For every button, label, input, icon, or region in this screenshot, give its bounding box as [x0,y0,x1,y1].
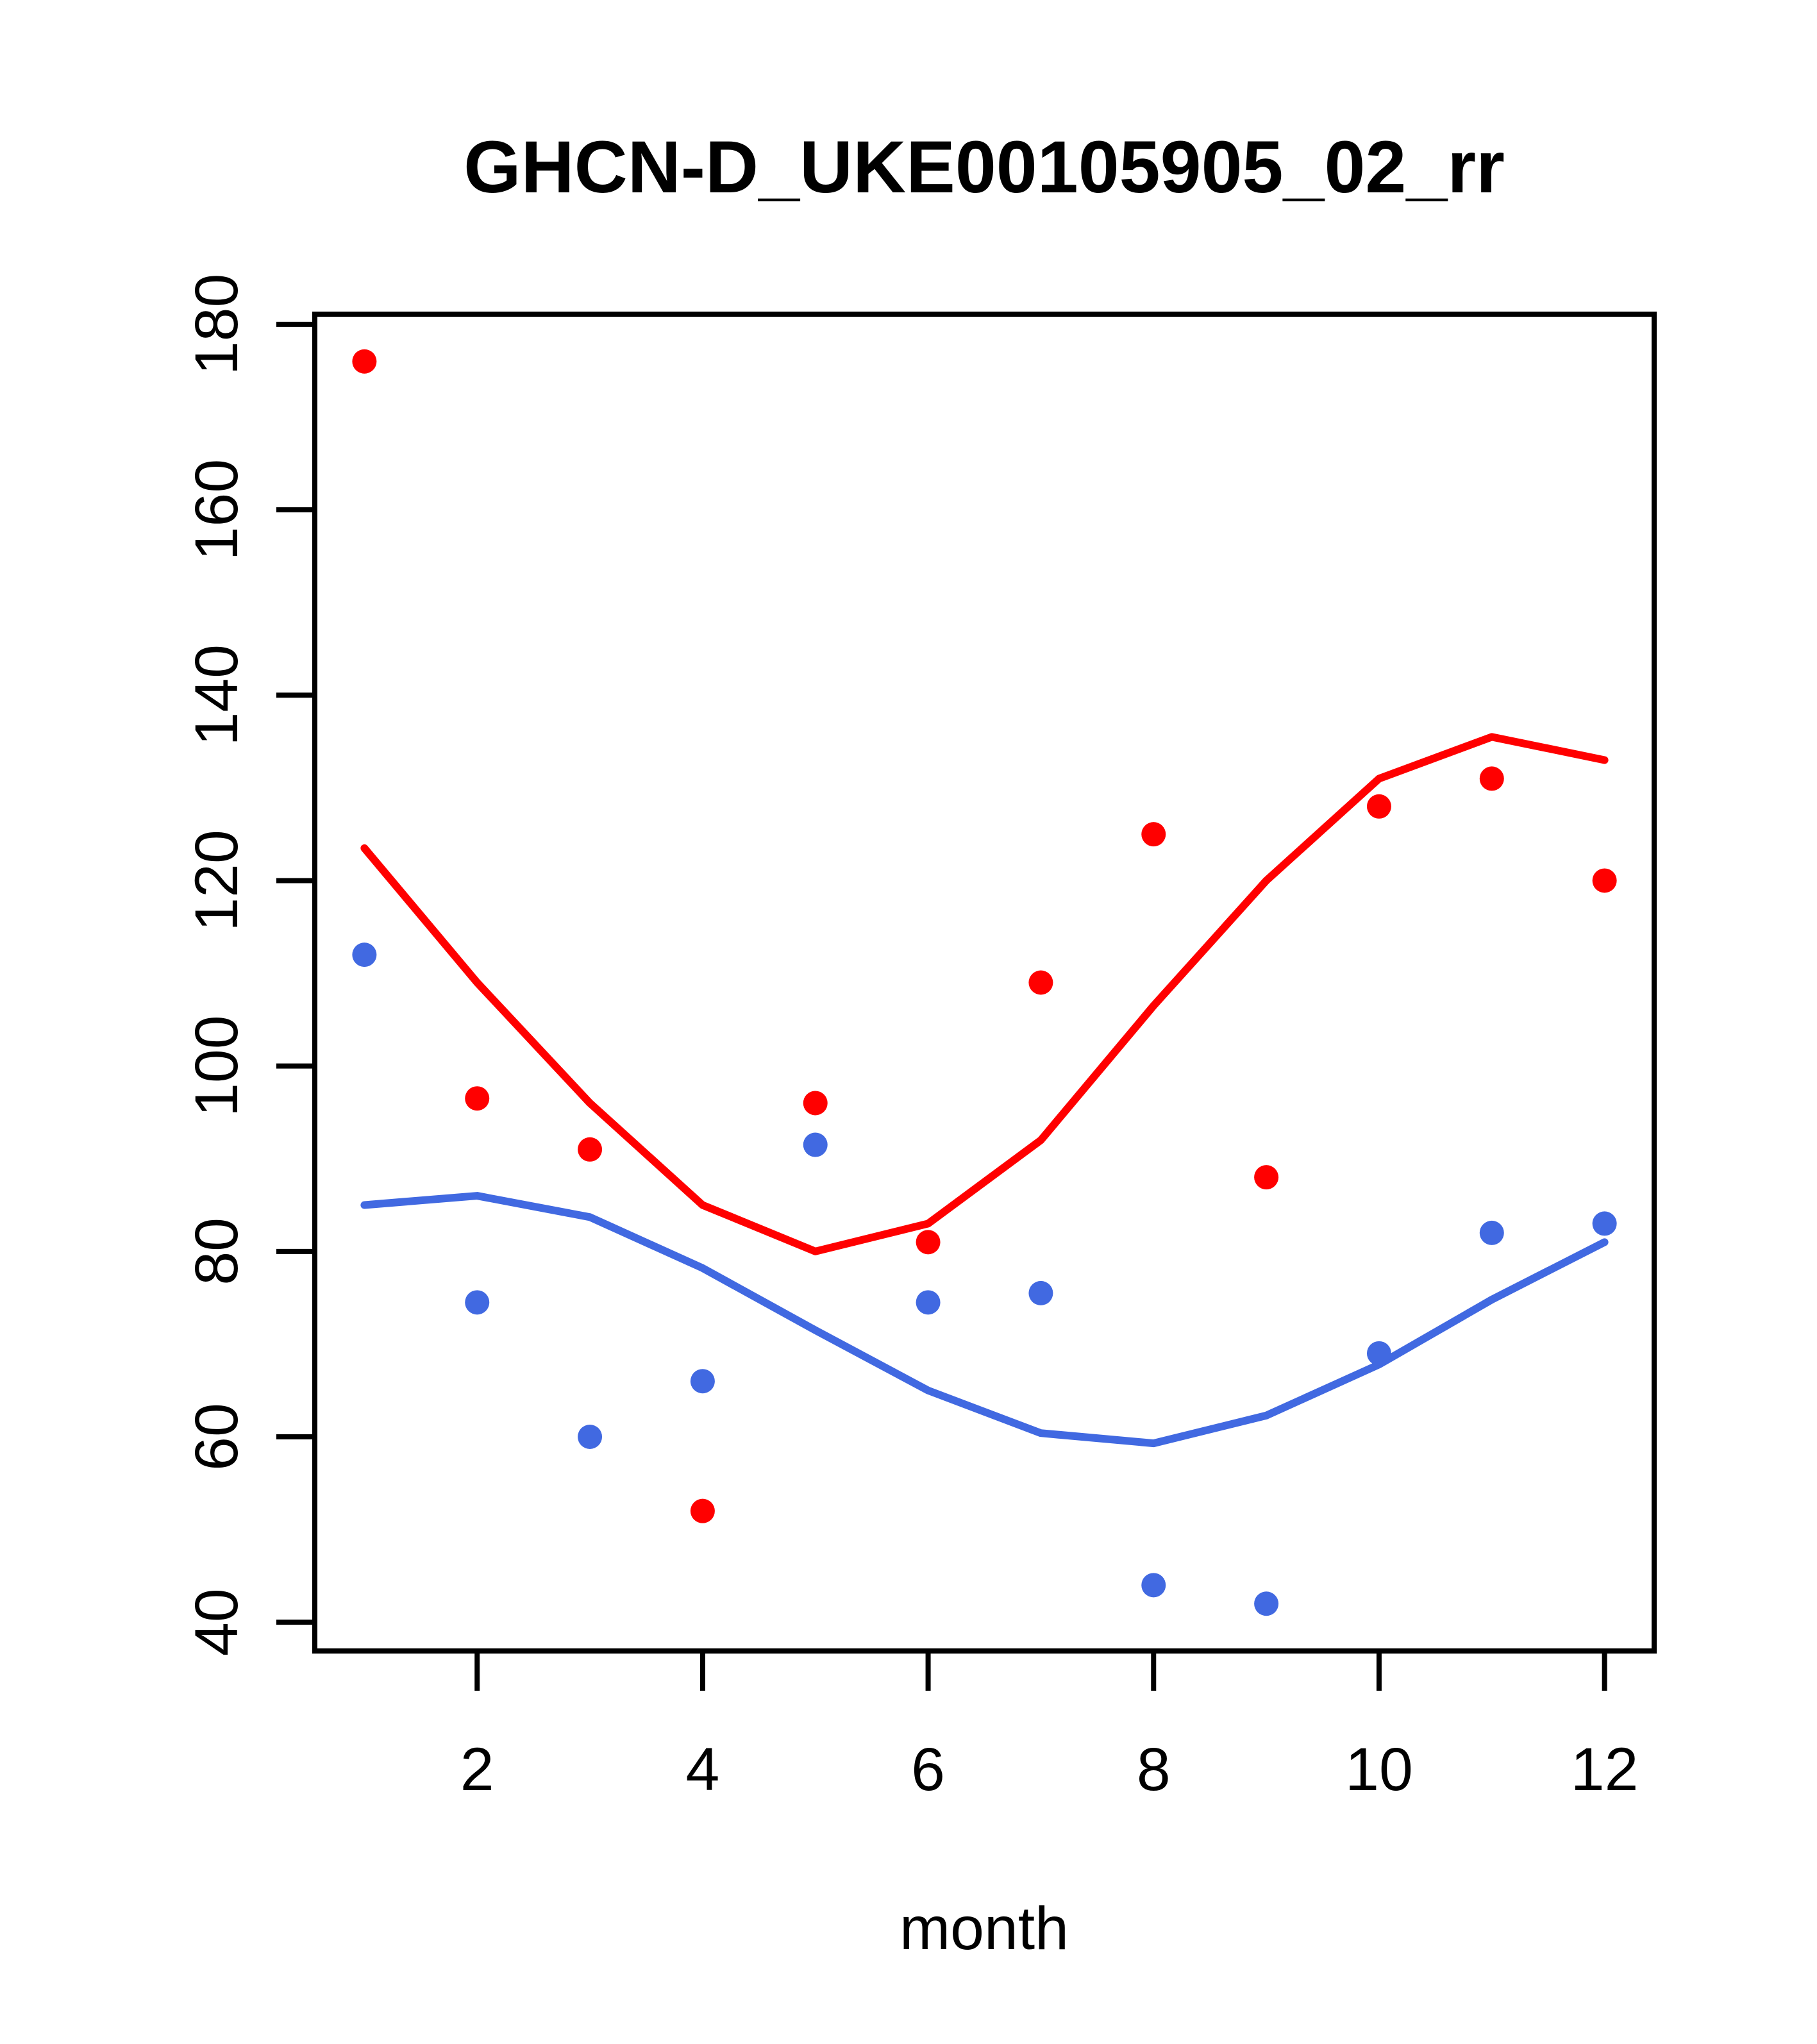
y-tick-label: 80 [183,1218,251,1286]
y-tick-label: 140 [183,644,251,746]
red-point [1141,822,1166,847]
blue-point [1028,1280,1053,1305]
blue-point [690,1369,715,1394]
blue-point [1592,1211,1617,1236]
red-point [1592,868,1617,893]
y-tick-label: 160 [183,459,251,561]
y-tick-label: 180 [183,274,251,376]
blue-point [1141,1573,1166,1598]
red-point [1479,766,1504,791]
blue-point [352,942,377,968]
y-tick-label: 120 [183,830,251,932]
red-point [1366,794,1391,819]
y-tick-label: 40 [183,1588,251,1656]
red-point [578,1137,603,1162]
red-point [1254,1165,1279,1190]
plot-title: GHCN-D_UKE00105905_02_rr [464,126,1505,208]
red-point [803,1091,828,1116]
blue-point [1479,1220,1504,1245]
blue-point [916,1290,941,1315]
trend-lines [360,733,1609,1448]
blue-point [1366,1341,1391,1366]
red-smooth-line [360,733,1609,1255]
blue-smooth-line [360,1192,1609,1448]
red-point [465,1086,490,1111]
red-point [352,349,377,374]
x-tick-label: 12 [1571,1736,1639,1804]
red-point [690,1498,715,1523]
red-point [916,1230,941,1255]
x-axis-title: month [900,1895,1069,1963]
x-tick-label: 2 [460,1736,494,1804]
x-tick-label: 10 [1345,1736,1413,1804]
x-axis-ticks: 2 4 6 8 10 12 [460,1651,1639,1804]
y-tick-label: 100 [183,1015,251,1117]
x-tick-label: 6 [911,1736,945,1804]
blue-point [578,1424,603,1449]
blue-point [465,1290,490,1315]
y-tick-label: 60 [183,1403,251,1471]
plot-border [312,312,1657,1654]
y-axis-ticks: 40 60 80 100 120 140 160 180 [183,274,315,1656]
red-point [1028,970,1053,995]
blue-point [1254,1591,1279,1616]
x-tick-label: 4 [685,1736,719,1804]
blue-point [803,1132,828,1157]
data-points [352,349,1617,1616]
x-tick-label: 8 [1137,1736,1171,1804]
